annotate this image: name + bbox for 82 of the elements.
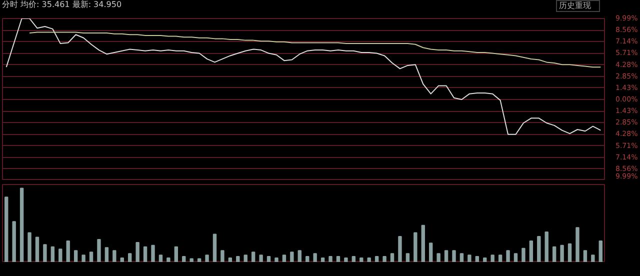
bar (50, 246, 55, 262)
bar (514, 253, 518, 262)
bar (352, 256, 356, 262)
bar (197, 258, 202, 262)
bar (367, 258, 371, 262)
bar (576, 227, 580, 262)
bar (336, 256, 340, 262)
bar (598, 240, 602, 262)
bar (236, 256, 240, 262)
bar (490, 254, 494, 262)
bar (89, 252, 94, 262)
bar (444, 250, 448, 262)
bar (475, 256, 480, 262)
bar (529, 240, 534, 262)
bar (12, 221, 16, 262)
bar (360, 258, 364, 262)
bar (406, 253, 410, 262)
bar (468, 254, 472, 262)
bar (290, 252, 294, 262)
bar (251, 252, 256, 262)
line-series (6, 18, 602, 135)
bar (282, 254, 286, 262)
bar (298, 250, 302, 262)
bar (414, 232, 418, 262)
bar (421, 224, 425, 262)
bar (143, 246, 148, 262)
bar (483, 258, 487, 262)
bar (398, 236, 402, 262)
bar (428, 242, 433, 262)
bar (35, 236, 40, 262)
bar (74, 250, 78, 262)
bar (537, 236, 541, 262)
bar (151, 244, 155, 262)
bar (182, 256, 186, 262)
bar (82, 254, 86, 262)
bar (58, 248, 62, 262)
bar (452, 250, 456, 262)
bar (460, 253, 464, 262)
bar (313, 253, 317, 262)
bar (522, 248, 526, 262)
bar (28, 232, 32, 262)
bar (212, 234, 217, 262)
bar (190, 258, 194, 262)
text: 历史重现 (559, 1, 591, 11)
bar (436, 253, 440, 262)
bar (390, 253, 394, 262)
bar (166, 258, 170, 262)
bar (112, 250, 116, 262)
bar (266, 256, 271, 262)
bar (274, 258, 278, 262)
bar (583, 250, 588, 262)
bar (498, 254, 502, 262)
bar (174, 246, 178, 262)
bar (374, 256, 379, 262)
bar (136, 242, 140, 262)
bar (104, 247, 109, 262)
bar (97, 238, 101, 262)
bar (205, 254, 209, 262)
bar (344, 258, 348, 262)
bar (66, 240, 70, 262)
bar (506, 250, 510, 262)
bar (320, 258, 325, 262)
bar (552, 246, 556, 262)
chart-title: 分时 均价: 35.461 最新: 34.950 (2, 0, 122, 10)
bar (328, 256, 332, 262)
bar (591, 254, 595, 262)
bar (20, 188, 24, 262)
bar (120, 258, 124, 262)
bar (220, 250, 224, 262)
bar (382, 256, 386, 262)
bar (560, 244, 564, 262)
bar (43, 244, 47, 262)
bar (244, 254, 248, 262)
bar (158, 254, 163, 262)
line-series (29, 32, 602, 68)
bar (128, 253, 132, 262)
bar (259, 254, 263, 262)
bar (306, 256, 310, 262)
bar (4, 196, 8, 262)
bar (544, 232, 548, 262)
bar (568, 243, 572, 262)
bar (228, 258, 232, 262)
